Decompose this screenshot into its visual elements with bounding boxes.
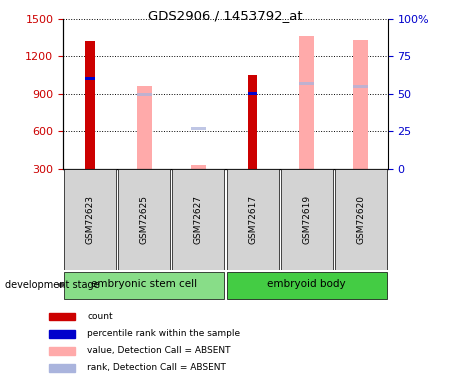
Bar [85, 40, 95, 169]
Bar [335, 169, 387, 270]
Text: percentile rank within the sample: percentile rank within the sample [87, 329, 240, 338]
Bar [226, 169, 279, 270]
Bar [248, 92, 258, 95]
Text: GDS2906 / 1453792_at: GDS2906 / 1453792_at [148, 9, 303, 22]
Bar [353, 40, 368, 169]
Text: embryoid body: embryoid body [267, 279, 346, 290]
Bar [191, 165, 206, 169]
Text: rank, Detection Call = ABSENT: rank, Detection Call = ABSENT [87, 363, 226, 372]
Text: embryonic stem cell: embryonic stem cell [91, 279, 198, 290]
Bar [85, 77, 95, 80]
Bar [49, 364, 75, 372]
Bar [49, 330, 75, 338]
Bar [299, 82, 314, 86]
Text: GSM72617: GSM72617 [248, 195, 257, 244]
Bar [49, 313, 75, 321]
Text: GSM72623: GSM72623 [86, 195, 95, 244]
Bar [137, 86, 152, 169]
Text: count: count [87, 312, 113, 321]
Text: GSM72625: GSM72625 [140, 195, 149, 244]
Text: GSM72620: GSM72620 [356, 195, 365, 244]
Bar [299, 36, 314, 169]
Bar [226, 272, 387, 298]
Bar [191, 127, 206, 130]
Text: GSM72627: GSM72627 [194, 195, 203, 244]
Text: development stage: development stage [5, 280, 99, 290]
Bar [118, 169, 170, 270]
Bar [281, 169, 333, 270]
Bar [248, 75, 258, 169]
Bar [64, 169, 116, 270]
Bar [137, 93, 152, 96]
Bar [64, 272, 225, 298]
Bar [353, 85, 368, 88]
Text: GSM72619: GSM72619 [302, 195, 311, 244]
Bar [172, 169, 225, 270]
Text: value, Detection Call = ABSENT: value, Detection Call = ABSENT [87, 346, 230, 355]
Bar [49, 347, 75, 355]
